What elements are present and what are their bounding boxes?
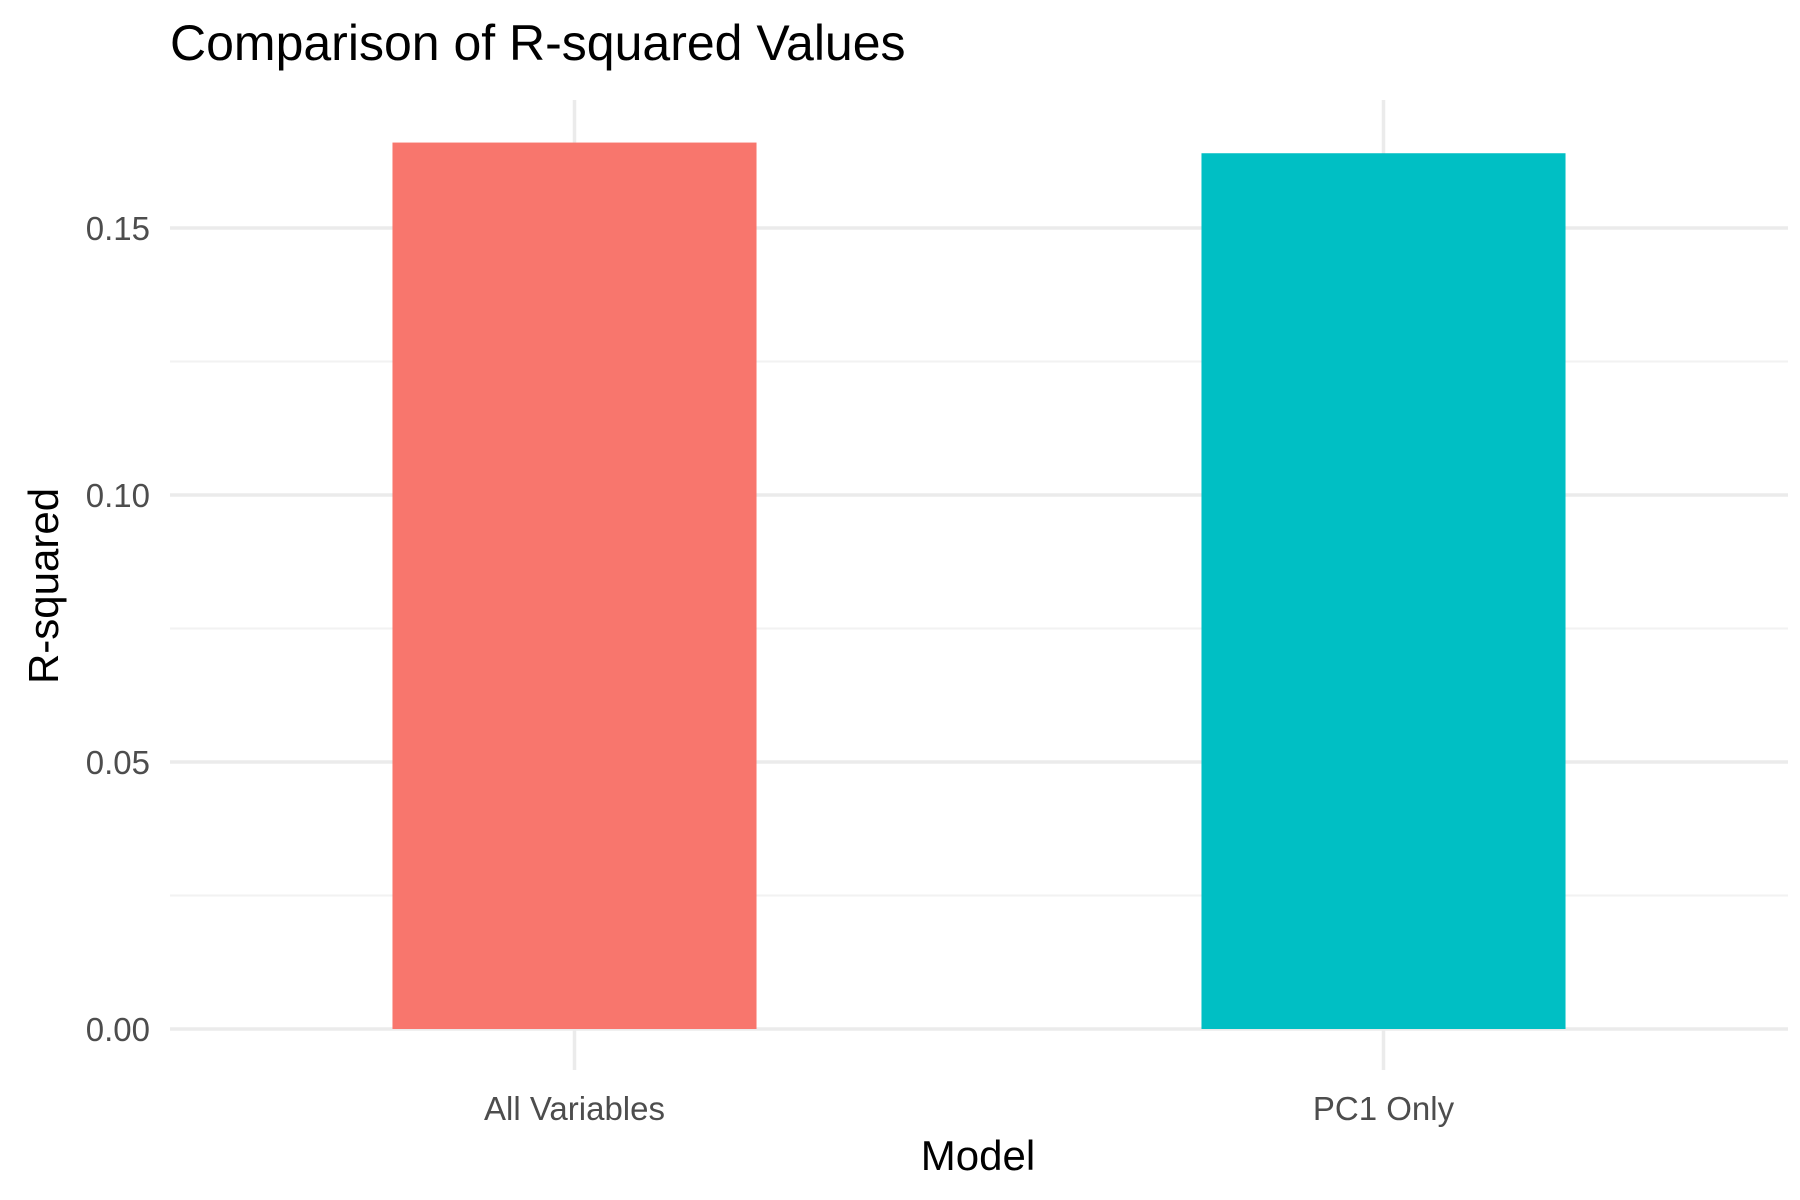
x-axis-ticks: All Variables PC1 Only xyxy=(484,1090,1455,1127)
y-tick-label: 0.05 xyxy=(86,744,150,781)
y-tick-label: 0.10 xyxy=(86,477,150,514)
y-axis-title: R-squared xyxy=(20,488,67,684)
bars xyxy=(392,142,1566,1030)
x-tick-label: All Variables xyxy=(484,1090,665,1127)
x-axis-title: Model xyxy=(921,1132,1035,1179)
x-tick-label: PC1 Only xyxy=(1313,1090,1455,1127)
bar xyxy=(392,142,757,1029)
chart-title: Comparison of R-squared Values xyxy=(170,15,906,71)
y-axis-ticks: 0.00 0.05 0.10 0.15 xyxy=(86,210,150,1048)
bar xyxy=(1201,153,1566,1030)
y-tick-label: 0.00 xyxy=(86,1011,150,1048)
y-tick-label: 0.15 xyxy=(86,210,150,247)
